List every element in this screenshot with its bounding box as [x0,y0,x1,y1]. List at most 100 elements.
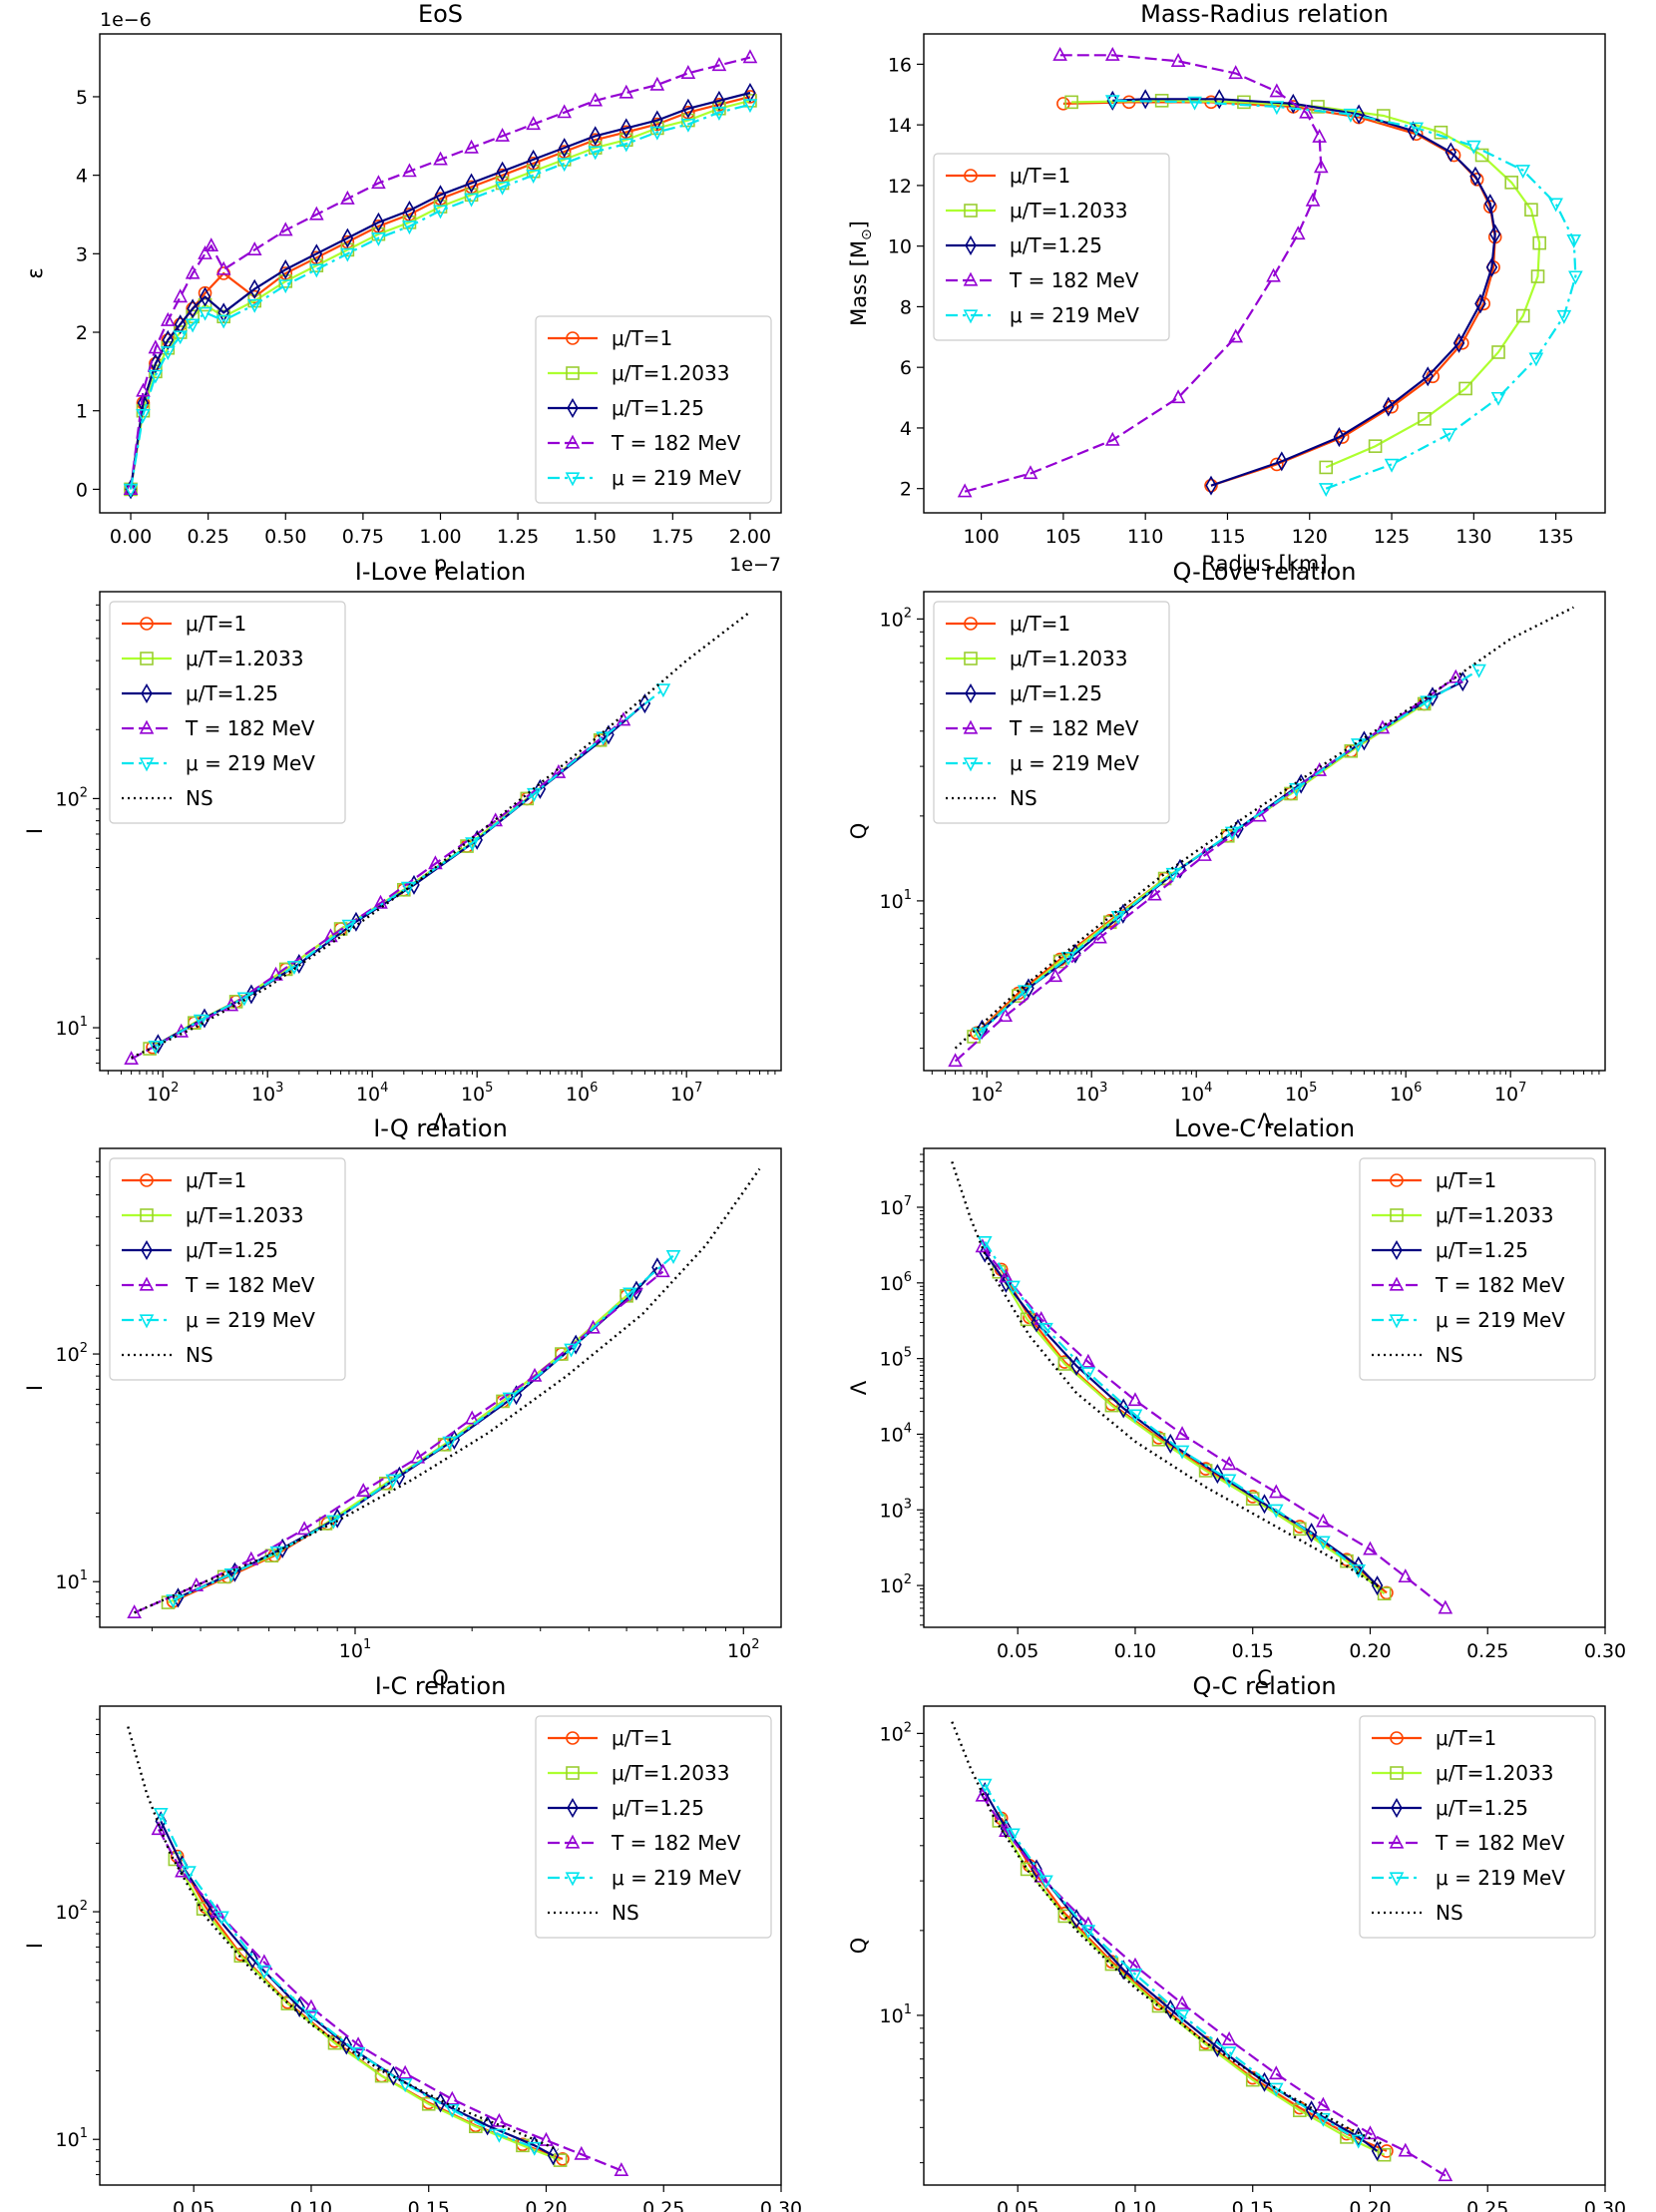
y-tick-label: 0 [76,479,88,501]
x-tick-label: 125 [1374,526,1410,548]
x-tick-label: 0.75 [342,526,384,548]
legend-label-mu1: μ/T=1 [1436,1726,1496,1750]
data-point-mu219 [193,1014,208,1029]
series-line-NS [131,611,751,1060]
data-point-T182 [1221,1456,1237,1471]
series-line-NS [951,1161,1383,1590]
data-point-T182 [1398,2142,1414,2157]
series-line-mu12 [998,1271,1386,1595]
legend-label-T182: T = 182 MeV [611,431,741,455]
legend-marker-mu12 [1390,1208,1404,1222]
series-group [123,49,758,500]
legend: μ/T=1 μ/T=1.2033 μ/T=1.25 T = 182 MeV μ = 21… [933,153,1170,341]
x-axis-label: Λ [1257,1109,1272,1133]
legend-marker-T182 [565,434,581,449]
legend-marker-T182 [139,1276,155,1291]
data-point-mu219 [1515,165,1531,180]
data-point-T182 [999,1268,1014,1283]
data-point-T182 [350,2036,366,2051]
data-point-T182 [464,139,479,154]
data-point-T182 [1228,65,1244,80]
x-tick-label: 1.25 [497,526,539,548]
data-point-T182 [1104,431,1120,446]
legend-marker-mu12 [566,1766,580,1780]
x-tick-label: 0.15 [1232,1640,1274,1662]
x-tick-label: 0.15 [408,2198,450,2212]
data-point-mu219 [655,683,671,698]
data-point-mu219 [1528,352,1544,367]
data-point-T182 [649,76,665,91]
y-tick-label: 101 [880,888,912,913]
data-point-mu125 [187,298,199,319]
x-tick-label: 0.20 [1349,1640,1391,1662]
legend-label-mu1: μ/T=1 [1436,1168,1496,1192]
data-point-T182 [1023,465,1038,480]
legend-label-mu125: μ/T=1.25 [1436,1796,1528,1820]
chart-iq: I-Q relation 101 102 101 102 Q Iμ/T=1 μ/T=1.203… [23,1114,782,1690]
x-axis-label: Q [432,1666,449,1690]
data-point-mu125 [341,227,354,248]
data-point-T182 [340,190,355,205]
series-line-mu219 [173,1254,674,1601]
data-point-mu125 [125,479,137,500]
legend-label-T182: T = 182 MeV [611,1831,741,1855]
data-point-mu219 [256,1965,272,1980]
data-point-mu125 [246,1949,258,1970]
data-point-mu219 [1060,951,1076,966]
data-point-mu125 [276,1538,288,1558]
data-point-mu12 [1504,176,1518,190]
y-axis-label: I [23,1943,47,1949]
legend-label-T182: T = 182 MeV [1435,1273,1565,1297]
legend-label-mu12: μ/T=1.2033 [186,1203,303,1227]
data-point-mu125 [713,90,725,111]
chart-ic: I-C relation 0.05 0.10 0.15 0.20 0.25 0.30 101 1… [23,1672,802,2212]
y-tick-label: 102 [880,1720,912,1745]
data-point-mu219 [385,1474,401,1489]
x-tick-label: 0.25 [1466,1640,1508,1662]
data-point-mu125 [1305,1523,1318,1544]
legend-marker-mu125 [965,682,977,704]
legend: μ/T=1 μ/T=1.2033 μ/T=1.25 T = 182 MeV μ = 21… [535,1715,772,1939]
data-point-mu219 [1351,2134,1367,2149]
data-point-mu219 [1127,1409,1143,1424]
data-point-mu12 [280,1996,295,2010]
data-point-mu219 [350,2046,366,2061]
data-point-T182 [127,1604,142,1619]
legend-marker-mu219 [139,1314,155,1329]
data-point-mu125 [1205,475,1217,496]
data-point-mu219 [1568,270,1583,285]
x-tick-label: 102 [727,1637,759,1662]
y-axis-label: Q [847,823,871,840]
data-point-T182 [1174,1426,1190,1441]
series-line-mu125 [1112,98,1496,487]
series-group [951,1161,1453,1614]
data-point-mu219 [1420,695,1435,710]
data-point-mu125 [1383,396,1395,417]
x-tick-label: 0.25 [188,526,229,548]
legend-label-mu125: μ/T=1.25 [186,681,278,705]
data-point-mu12 [421,2096,436,2111]
data-point-T182 [136,382,151,397]
legend-box [1359,1715,1596,1939]
data-point-T182 [204,237,219,252]
x-tick-label: 105 [1285,1081,1317,1106]
y-axis-label: ε [23,267,47,278]
series-group [957,46,1583,498]
series-line-mu219 [979,668,1480,1035]
data-point-mu12 [1418,412,1432,426]
data-point-mu219 [1466,140,1481,155]
legend: μ/T=1 μ/T=1.2033 μ/T=1.25 T = 182 MeV μ = 21… [109,1157,346,1381]
data-point-mu1 [1056,97,1070,111]
data-point-mu219 [286,961,302,975]
chart-title: Love-C relation [1174,1114,1355,1142]
series-line-mu219 [129,103,751,490]
legend-marker-mu1 [140,617,154,631]
data-point-mu219 [246,298,262,313]
data-point-mu125 [245,984,257,1005]
legend-label-mu125: μ/T=1.25 [1010,233,1102,257]
data-point-mu219 [371,231,386,246]
data-point-mu125 [1427,686,1439,707]
y-tick-label: 104 [880,1421,912,1446]
data-point-mu12 [1064,95,1078,110]
data-point-T182 [173,288,189,303]
